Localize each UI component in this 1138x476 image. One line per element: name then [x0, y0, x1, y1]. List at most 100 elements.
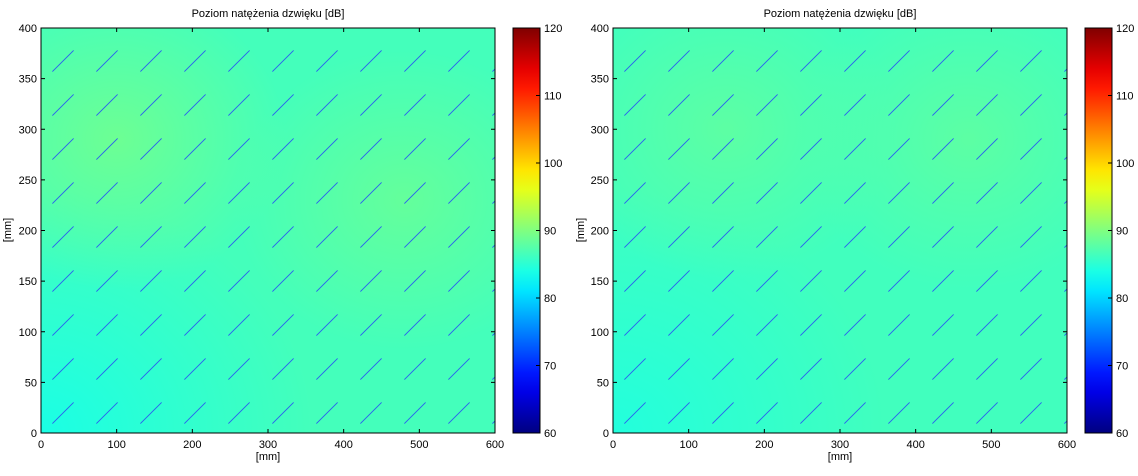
y-tick-label: 150: [19, 276, 37, 288]
vector-mark: [492, 156, 495, 160]
vector-mark: [800, 314, 822, 336]
vector-mark: [52, 182, 74, 204]
vector-mark: [272, 314, 294, 336]
vector-mark: [668, 182, 690, 204]
vector-mark: [712, 358, 734, 380]
vector-mark: [360, 138, 382, 160]
vector-mark: [140, 50, 162, 72]
y-tick-label: 350: [591, 74, 609, 86]
vector-mark: [756, 226, 778, 248]
y-tick-label: 350: [19, 74, 37, 86]
vector-mark: [756, 182, 778, 204]
vector-mark: [184, 314, 206, 336]
vector-mark: [712, 50, 734, 72]
heatmap-panel-right: Poziom natężenia dzwięku [dB] [mm] [mm] …: [575, 6, 1134, 463]
vector-mark: [140, 182, 162, 204]
vector-mark: [492, 68, 495, 72]
x-axis-label: [mm]: [828, 451, 852, 463]
x-tick-label: 200: [183, 439, 201, 451]
vector-mark: [800, 358, 822, 380]
vector-mark: [668, 314, 690, 336]
vector-mark: [492, 112, 495, 116]
vector-mark: [316, 94, 338, 116]
vector-mark: [228, 226, 250, 248]
vector-mark: [1064, 68, 1067, 72]
vector-mark: [976, 94, 998, 116]
y-tick-label: 0: [31, 428, 37, 440]
y-axis-label: [mm]: [575, 218, 587, 242]
vector-mark: [316, 314, 338, 336]
vector-field: [52, 6, 513, 424]
vector-mark: [272, 358, 294, 380]
vector-mark: [624, 270, 646, 292]
x-tick-label: 500: [410, 439, 428, 451]
vector-mark: [888, 182, 910, 204]
vector-mark: [888, 358, 910, 380]
vector-mark: [800, 226, 822, 248]
vector-mark: [1064, 156, 1067, 160]
vector-mark: [888, 226, 910, 248]
vector-mark: [184, 182, 206, 204]
vector-mark: [844, 226, 866, 248]
vector-mark: [668, 226, 690, 248]
vector-mark: [96, 358, 118, 380]
y-tick-label: 0: [603, 428, 609, 440]
vector-mark: [932, 50, 954, 72]
vector-mark: [668, 270, 690, 292]
vector-mark: [360, 94, 382, 116]
vector-mark: [976, 270, 998, 292]
vector-mark: [360, 182, 382, 204]
vector-mark: [96, 6, 117, 27]
vector-mark: [96, 402, 118, 424]
vector-mark: [844, 402, 866, 424]
x-tick-label: 300: [259, 439, 277, 451]
colorbar-tick-label: 120: [1116, 23, 1134, 35]
vector-mark: [1020, 358, 1042, 380]
vector-mark: [140, 314, 162, 336]
vector-mark: [96, 138, 118, 160]
x-tick-label: 0: [38, 439, 44, 451]
vector-mark: [228, 314, 250, 336]
heatmap-hotspot: [234, 50, 495, 351]
colorbar: 60 70 80 90 100 110 120: [512, 23, 562, 440]
vector-mark: [624, 402, 646, 424]
vector-mark: [712, 314, 734, 336]
vector-mark: [52, 50, 74, 72]
vector-mark: [316, 138, 338, 160]
vector-mark: [140, 6, 161, 27]
y-tick-label: 150: [591, 276, 609, 288]
colorbar: 60 70 80 90 100 110 120: [1084, 23, 1134, 440]
vector-mark: [52, 270, 74, 292]
vector-mark: [492, 376, 495, 380]
y-tick-label: 400: [591, 23, 609, 35]
vector-mark: [976, 358, 998, 380]
vector-mark: [272, 182, 294, 204]
colorbar-tick-label: 110: [1116, 91, 1134, 103]
vector-mark: [272, 94, 294, 116]
vector-mark: [624, 138, 646, 160]
vector-mark: [844, 182, 866, 204]
vector-mark: [448, 6, 469, 27]
vector-mark: [1064, 420, 1067, 424]
chart-title: Poziom natężenia dzwięku [dB]: [764, 8, 917, 20]
vector-mark: [228, 138, 250, 160]
vector-mark: [316, 226, 338, 248]
vector-mark: [448, 182, 470, 204]
vector-mark: [712, 226, 734, 248]
vector-mark: [888, 402, 910, 424]
vector-mark: [228, 94, 250, 116]
y-axis-label: [mm]: [2, 218, 14, 242]
vector-mark: [888, 270, 910, 292]
vector-mark: [448, 50, 470, 72]
vector-mark: [492, 6, 513, 27]
y-tick-label: 200: [591, 226, 609, 238]
vector-mark: [888, 50, 910, 72]
vector-mark: [140, 270, 162, 292]
vector-mark: [1020, 6, 1041, 27]
vector-mark: [492, 288, 495, 292]
vector-mark: [404, 138, 426, 160]
vector-mark: [756, 138, 778, 160]
vector-mark: [844, 314, 866, 336]
x-axis-label: [mm]: [256, 451, 280, 463]
